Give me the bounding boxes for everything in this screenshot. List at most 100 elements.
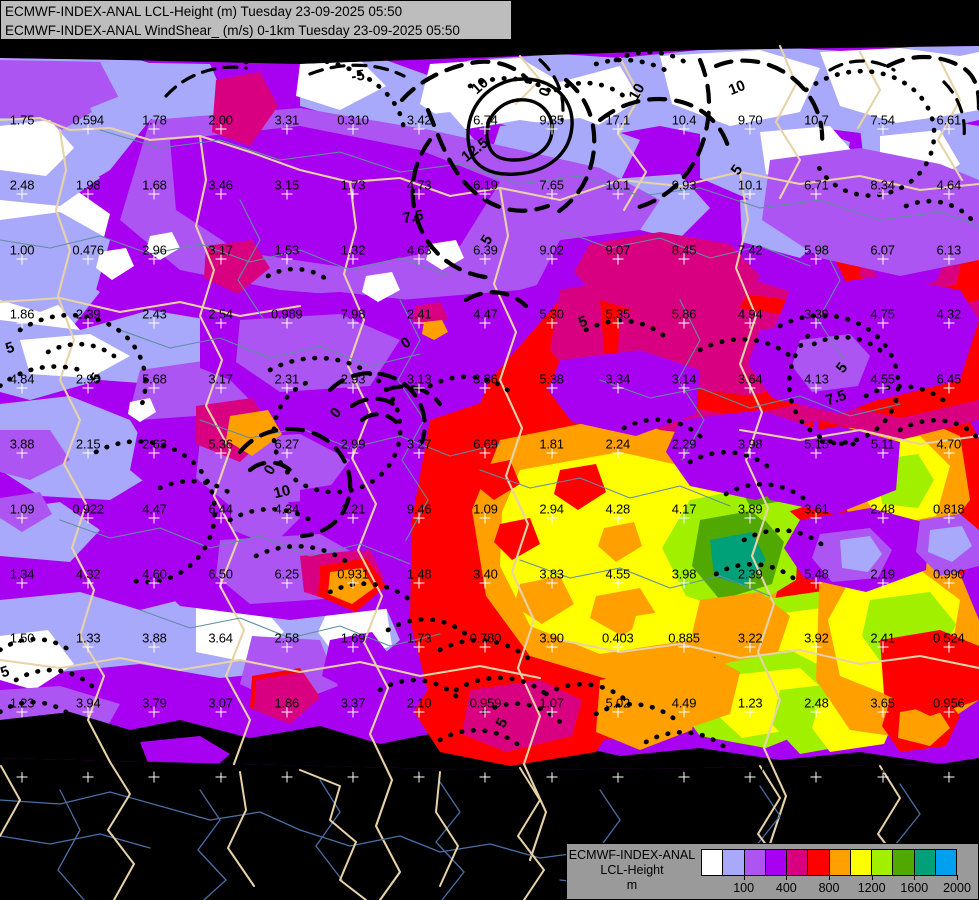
legend-swatches[interactable] (701, 849, 957, 876)
grid-point-value: 4.55 (605, 566, 631, 582)
grid-point-marker (281, 317, 293, 329)
grid-point-value: 2.05 (340, 760, 366, 776)
grid-point-value: 6.25 (274, 566, 300, 582)
grid-point-marker (413, 706, 425, 718)
grid-point-value: 6.44 (208, 501, 233, 517)
grid-point-value: 3.01 (142, 760, 167, 776)
legend-swatch-11[interactable] (935, 850, 956, 875)
grid-point-marker (810, 253, 822, 265)
grid-point-value: 3.27 (406, 436, 432, 452)
grid-point-value: 4.61 (936, 760, 962, 776)
legend-swatch-5[interactable] (808, 850, 830, 875)
grid-point-value: 4.28 (605, 501, 631, 517)
grid-point-value: 2.15 (75, 436, 101, 452)
grid-point-value: 9.46 (406, 501, 432, 517)
grid-point-marker (546, 317, 558, 329)
grid-point-marker (877, 123, 889, 135)
grid-point-value: 4.17 (671, 501, 697, 517)
color-legend[interactable]: ECMWF-INDEX-ANAL LCL-Height m 100 400 800 1… (566, 843, 979, 900)
grid-point-marker (347, 188, 359, 200)
grid-point-value: 10.1 (605, 177, 631, 193)
grid-point-value: 2.99 (340, 436, 366, 452)
grid-point-marker (215, 577, 227, 589)
legend-swatch-9[interactable] (893, 850, 915, 875)
grid-point-marker (810, 771, 822, 783)
legend-tick-label-2: 800 (818, 881, 840, 895)
grid-point-marker (215, 317, 227, 329)
legend-swatch-3[interactable] (765, 850, 787, 875)
grid-point-value: 0.956 (933, 695, 965, 711)
legend-swatch-10[interactable] (914, 850, 936, 875)
grid-point-marker (82, 317, 94, 329)
grid-point-value: 4.34 (274, 501, 300, 517)
grid-point-value: 1.32 (340, 242, 366, 258)
grid-point-value: 1.57 (9, 760, 35, 776)
grid-point-marker (810, 123, 822, 135)
grid-point-marker (810, 382, 822, 394)
grid-point-value: 3.88 (9, 436, 35, 452)
grid-point-marker (215, 253, 227, 265)
legend-scale[interactable]: 100 400 800 1200 1600 2000 (697, 844, 978, 898)
grid-point-marker (877, 641, 889, 653)
legend-tick-label-3: 1200 (857, 881, 886, 895)
grid-point-value: 1.09 (473, 501, 498, 517)
grid-point-value: 3.79 (142, 695, 167, 711)
grid-point-marker (413, 577, 425, 589)
grid-point-marker (413, 188, 425, 200)
grid-point-value: 5.11 (870, 436, 895, 452)
grid-point-value: 2.54 (208, 306, 233, 322)
grid-point-marker (810, 512, 822, 524)
grid-point-marker (215, 512, 227, 524)
grid-point-value: 4.82 (539, 760, 564, 776)
legend-swatch-6[interactable] (829, 850, 851, 875)
grid-point-marker (546, 577, 558, 589)
grid-point-value: 6.74 (473, 112, 498, 128)
grid-point-value: 1.00 (671, 760, 697, 776)
grid-point-marker (744, 641, 756, 653)
grid-point-marker (148, 577, 160, 589)
grid-point-marker (16, 512, 28, 524)
legend-swatch-1[interactable] (723, 850, 745, 875)
grid-point-marker (877, 577, 889, 589)
legend-tick-label-4: 1600 (900, 881, 929, 895)
grid-point-marker (810, 317, 822, 329)
grid-point-marker (347, 641, 359, 653)
grid-point-value: 4.47 (142, 501, 167, 517)
grid-point-value: 3.64 (208, 630, 233, 646)
grid-point-marker (148, 447, 160, 459)
grid-point-value: 1.07 (539, 695, 564, 711)
grid-point-value: 0.922 (72, 501, 104, 517)
grid-point-value: 2.00 (208, 112, 233, 128)
grid-point-marker (215, 382, 227, 394)
legend-swatch-7[interactable] (850, 850, 872, 875)
grid-point-marker (413, 512, 425, 524)
grid-point-marker (281, 577, 293, 589)
grid-point-marker (877, 317, 889, 329)
grid-point-value: 4.63 (406, 242, 432, 258)
legend-model-label: ECMWF-INDEX-ANAL (568, 848, 696, 862)
legend-swatch-2[interactable] (744, 850, 766, 875)
legend-swatch-8[interactable] (872, 850, 894, 875)
grid-point-marker (810, 641, 822, 653)
grid-point-value: 1.53 (274, 242, 300, 258)
grid-point-value: 1.50 (9, 630, 35, 646)
grid-point-marker (215, 641, 227, 653)
grid-point-value: 2.24 (605, 436, 631, 452)
grid-point-value: 6.61 (936, 112, 962, 128)
legend-swatch-4[interactable] (787, 850, 809, 875)
grid-point-value: 3.83 (539, 566, 564, 582)
grid-point-value: 3.17 (208, 371, 233, 387)
grid-point-value: 5.48 (804, 566, 829, 582)
grid-point-marker (16, 382, 28, 394)
grid-point-value: 2.41 (870, 630, 895, 646)
grid-point-value: 2.31 (274, 371, 300, 387)
grid-point-marker (612, 382, 624, 394)
grid-point-value: 1.21 (340, 501, 366, 517)
grid-point-value: 0.594 (72, 112, 104, 128)
grid-point-value: 3.37 (340, 695, 366, 711)
grid-point-marker (347, 447, 359, 459)
grid-point-value: 0.310 (337, 112, 369, 128)
grid-point-value: 5.02 (605, 695, 631, 711)
legend-swatch-0[interactable] (702, 850, 724, 875)
